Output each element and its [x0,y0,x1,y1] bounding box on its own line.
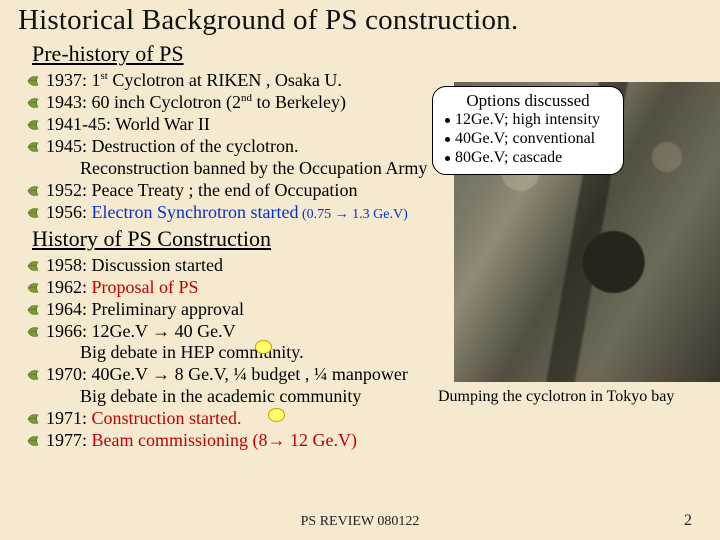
leaf-bullet-icon [26,184,40,198]
photo-caption: Dumping the cyclotron in Tokyo bay [438,388,674,406]
list-text: 1956: Electron Synchrotron started (0.75… [44,202,408,224]
leaf-bullet-icon [26,434,40,448]
leaf-bullet-icon [26,412,40,426]
leaf-bullet-icon [26,206,40,220]
leaf-bullet-icon [26,74,40,88]
callout-option: 40Ge.V; conventional [443,130,613,149]
leaf-bullet-icon [26,303,40,317]
list-item: 1977: Beam commissioning (8→ 12 Ge.V) [26,430,702,452]
list-text: 1941-45: World War II [44,114,210,136]
list-text: 1958: Discussion started [44,255,223,277]
list-item: 1956: Electron Synchrotron started (0.75… [26,202,702,224]
list-text: 1952: Peace Treaty ; the end of Occupati… [44,180,357,202]
list-item: 1964: Preliminary approval [26,299,702,321]
leaf-bullet-icon [26,118,40,132]
list-item: 1952: Peace Treaty ; the end of Occupati… [26,180,702,202]
leaf-bullet-icon [26,96,40,110]
list-text: 1943: 60 inch Cyclotron (2nd to Berkeley… [44,92,346,114]
section-prehistory: Pre-history of PS [32,41,702,67]
leaf-bullet-icon [26,325,40,339]
leaf-bullet-icon [26,368,40,382]
list-text: 1966: 12Ge.V → 40 Ge.V [44,321,236,343]
bullet-dot-icon [445,156,450,161]
section-history: History of PS Construction [32,226,702,252]
list-item: 1970: 40Ge.V → 8 Ge.V, ¼ budget , ¼ manp… [26,364,702,386]
highlight-oval [255,340,272,354]
list-text: 1971: Construction started. [44,408,242,430]
list-indent: Big debate in HEP community. [80,342,702,364]
list-text: 1977: Beam commissioning (8→ 12 Ge.V) [44,430,357,452]
footer-text: PS REVIEW 080122 [0,514,720,530]
list-text: 1962: Proposal of PS [44,277,199,299]
options-callout: Options discussed 12Ge.V; high intensity… [432,86,624,175]
list-text: 1964: Preliminary approval [44,299,244,321]
leaf-bullet-icon [26,259,40,273]
slide-title: Historical Background of PS construction… [18,0,702,39]
leaf-bullet-icon [26,140,40,154]
callout-title: Options discussed [443,91,613,111]
page-number: 2 [684,512,692,530]
list-item: 1958: Discussion started [26,255,702,277]
callout-option: 80Ge.V; cascade [443,149,613,168]
leaf-bullet-icon [26,281,40,295]
callout-option: 12Ge.V; high intensity [443,111,613,130]
highlight-oval [268,408,285,422]
list-item: 1966: 12Ge.V → 40 Ge.V [26,321,702,343]
slide: Historical Background of PS construction… [0,0,720,540]
list-text: 1945: Destruction of the cyclotron. [44,136,298,158]
list-item: 1962: Proposal of PS [26,277,702,299]
bullet-dot-icon [445,137,450,142]
list-item: 1971: Construction started. [26,408,702,430]
history-list: 1958: Discussion started 1962: Proposal … [26,255,702,453]
bullet-dot-icon [445,118,450,123]
list-text: 1970: 40Ge.V → 8 Ge.V, ¼ budget , ¼ manp… [44,364,408,386]
list-text: 1937: 1st Cyclotron at RIKEN , Osaka U. [44,70,342,92]
